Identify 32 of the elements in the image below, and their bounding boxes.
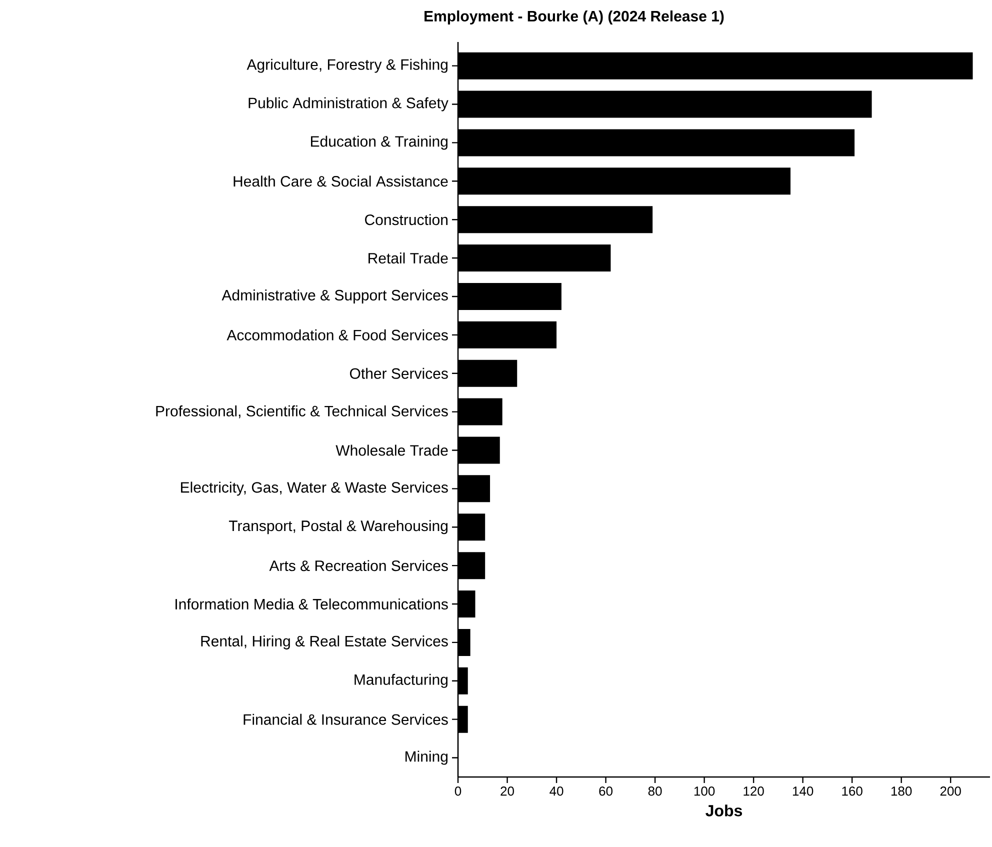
y-tick-label: Construction bbox=[365, 214, 448, 226]
x-tick-label: 100 bbox=[694, 786, 715, 796]
y-tick-label: Agriculture, Forestry & Fishing bbox=[246, 58, 448, 73]
x-tick-label: 80 bbox=[648, 786, 662, 796]
y-tick-label: Retail Trade bbox=[368, 252, 448, 264]
x-tick-label: 20 bbox=[500, 786, 514, 796]
y-tick-label: Electricity, Gas, Water & Waste Services bbox=[181, 482, 448, 496]
y-tick-label: Administrative & Support Services bbox=[222, 289, 448, 304]
y-tick-label: Mining bbox=[406, 750, 448, 765]
x-tick-label: 40 bbox=[550, 786, 564, 796]
chart-title: Employment - Bourke (A) (2024 Release 1) bbox=[424, 10, 724, 24]
y-tick-label: Information Media & Telecommunications bbox=[176, 598, 448, 610]
x-tick-label: 160 bbox=[842, 786, 862, 796]
y-tick-label: Rental, Hiring & Real Estate Services bbox=[201, 635, 448, 650]
y-tick-label: Other Services bbox=[350, 368, 448, 379]
x-tick-label: 120 bbox=[744, 786, 764, 796]
y-tick-label: Manufacturing bbox=[354, 674, 448, 688]
y-tick-label: Health Care & Social Assistance bbox=[234, 176, 448, 187]
y-tick-label: Professional, Scientific & Technical Services bbox=[156, 405, 448, 418]
y-tick-label: Wholesale Trade bbox=[336, 444, 448, 456]
x-tick-label: 0 bbox=[454, 786, 462, 796]
x-tick-label: 200 bbox=[940, 786, 961, 796]
y-tick-label: Financial & Insurance Services bbox=[244, 714, 448, 725]
y-tick-label: Accommodation & Food Services bbox=[226, 329, 448, 340]
x-tick-label: 60 bbox=[599, 786, 613, 796]
x-axis-title: Jobs bbox=[706, 804, 742, 816]
y-tick-label: Public Administration & Safety bbox=[248, 97, 448, 112]
y-tick-label: Education & Training bbox=[311, 136, 448, 150]
x-tick-label: 180 bbox=[891, 786, 912, 796]
x-tick-label: 140 bbox=[792, 786, 814, 796]
y-tick-label: Arts & Recreation Services bbox=[269, 560, 448, 572]
y-tick-label: Transport, Postal & Warehousing bbox=[228, 520, 448, 534]
